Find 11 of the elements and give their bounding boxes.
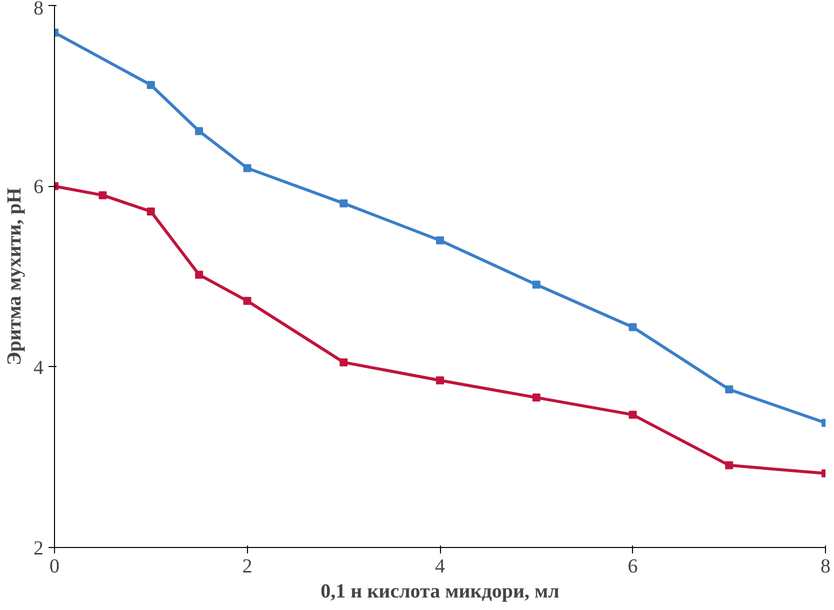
x-axis-title: 0,1 н кислота микдори, мл [320,580,560,602]
y-tick-label: 6 [34,176,44,198]
x-tick-label: 4 [435,556,445,578]
x-tick-label: 2 [242,556,252,578]
x-tick-label: 6 [628,556,638,578]
x-tick-label: 8 [820,556,830,578]
x-tick-label: 0 [50,556,60,578]
y-tick-label: 8 [34,0,44,20]
y-axis-title: Эритма мухити, pH [4,187,26,366]
y-tick-label: 2 [34,538,44,560]
y-tick-label: 4 [34,356,44,379]
